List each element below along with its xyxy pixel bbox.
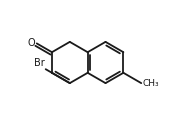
Text: CH₃: CH₃	[143, 79, 159, 88]
Text: Br: Br	[34, 58, 44, 68]
Text: O: O	[28, 38, 35, 48]
